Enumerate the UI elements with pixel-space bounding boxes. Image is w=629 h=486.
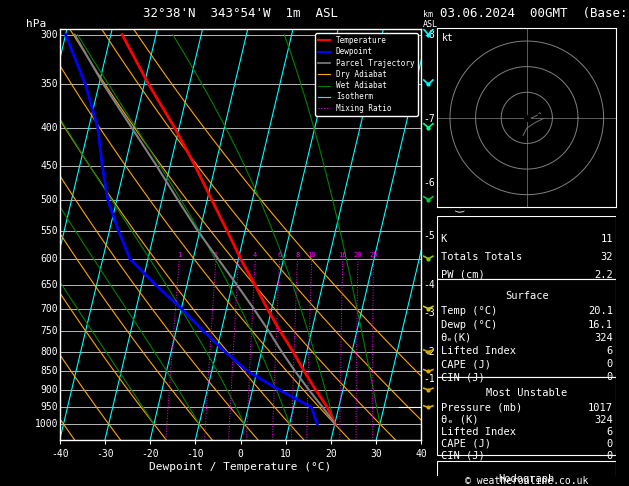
Text: Most Unstable: Most Unstable: [486, 388, 567, 398]
Text: kt: kt: [442, 34, 454, 43]
Text: © weatheronline.co.uk: © weatheronline.co.uk: [465, 476, 589, 486]
Text: 0: 0: [606, 451, 613, 461]
Text: CIN (J): CIN (J): [441, 372, 484, 382]
Text: 500: 500: [40, 195, 58, 205]
Text: 650: 650: [40, 280, 58, 290]
X-axis label: Dewpoint / Temperature (°C): Dewpoint / Temperature (°C): [150, 462, 331, 471]
Text: 20.1: 20.1: [588, 306, 613, 316]
Text: 600: 600: [40, 254, 58, 264]
Text: Pressure (mb): Pressure (mb): [441, 403, 522, 413]
Text: -8: -8: [423, 30, 435, 39]
Text: 1000: 1000: [35, 419, 58, 429]
FancyBboxPatch shape: [437, 278, 616, 378]
Text: 1017: 1017: [588, 403, 613, 413]
Text: 700: 700: [40, 304, 58, 313]
Text: 550: 550: [40, 226, 58, 236]
Text: 8: 8: [296, 252, 299, 258]
Text: 10: 10: [308, 252, 316, 258]
Text: K: K: [441, 234, 447, 244]
Text: 800: 800: [40, 347, 58, 357]
Text: 750: 750: [40, 326, 58, 336]
Text: 11: 11: [600, 234, 613, 244]
Text: 0: 0: [606, 359, 613, 369]
Text: -4: -4: [423, 280, 435, 290]
Text: Totals Totals: Totals Totals: [441, 252, 522, 262]
FancyBboxPatch shape: [437, 216, 616, 278]
Text: 16.1: 16.1: [588, 319, 613, 330]
Text: 2.2: 2.2: [594, 270, 613, 280]
Text: 6: 6: [606, 346, 613, 356]
Text: 950: 950: [40, 402, 58, 413]
Text: Mixing Ratio (g/kg): Mixing Ratio (g/kg): [456, 179, 466, 290]
Text: 6: 6: [606, 427, 613, 437]
Text: -2: -2: [423, 347, 435, 357]
Legend: Temperature, Dewpoint, Parcel Trajectory, Dry Adiabat, Wet Adiabat, Isotherm, Mi: Temperature, Dewpoint, Parcel Trajectory…: [315, 33, 418, 116]
Text: 25: 25: [369, 252, 377, 258]
Text: 850: 850: [40, 366, 58, 377]
Text: 4: 4: [253, 252, 257, 258]
Text: 900: 900: [40, 385, 58, 395]
Text: Temp (°C): Temp (°C): [441, 306, 497, 316]
Text: 324: 324: [594, 333, 613, 343]
Text: 300: 300: [40, 30, 58, 39]
FancyBboxPatch shape: [437, 378, 616, 455]
Text: Lifted Index: Lifted Index: [441, 427, 516, 437]
Text: hPa: hPa: [26, 19, 47, 29]
Text: PW (cm): PW (cm): [441, 270, 484, 280]
Text: CAPE (J): CAPE (J): [441, 359, 491, 369]
Text: 32: 32: [600, 252, 613, 262]
Text: CAPE (J): CAPE (J): [441, 439, 491, 449]
Text: CIN (J): CIN (J): [441, 451, 484, 461]
Text: Dewp (°C): Dewp (°C): [441, 319, 497, 330]
Text: 400: 400: [40, 122, 58, 133]
Text: 32°38'N  343°54'W  1m  ASL: 32°38'N 343°54'W 1m ASL: [143, 7, 338, 20]
Text: θₑ(K): θₑ(K): [441, 333, 472, 343]
Text: θₑ (K): θₑ (K): [441, 415, 478, 425]
Text: 0: 0: [606, 372, 613, 382]
Text: 350: 350: [40, 79, 58, 89]
Text: 16: 16: [338, 252, 347, 258]
Text: -5: -5: [423, 231, 435, 242]
Text: Lifted Index: Lifted Index: [441, 346, 516, 356]
FancyBboxPatch shape: [437, 461, 616, 486]
Text: 03.06.2024  00GMT  (Base: 06): 03.06.2024 00GMT (Base: 06): [440, 7, 629, 20]
Text: 324: 324: [594, 415, 613, 425]
Text: -1: -1: [423, 374, 435, 384]
Text: 0: 0: [606, 439, 613, 449]
Text: 6: 6: [277, 252, 282, 258]
Text: -3: -3: [423, 308, 435, 318]
Text: -7: -7: [423, 115, 435, 124]
Text: km
ASL: km ASL: [423, 10, 438, 29]
Text: 450: 450: [40, 161, 58, 171]
Text: -6: -6: [423, 178, 435, 188]
Text: 20: 20: [353, 252, 362, 258]
Text: 3: 3: [237, 252, 241, 258]
Text: 2: 2: [214, 252, 218, 258]
Text: Surface: Surface: [505, 291, 548, 300]
Text: Hodograph: Hodograph: [499, 474, 555, 484]
Text: 1: 1: [177, 252, 182, 258]
